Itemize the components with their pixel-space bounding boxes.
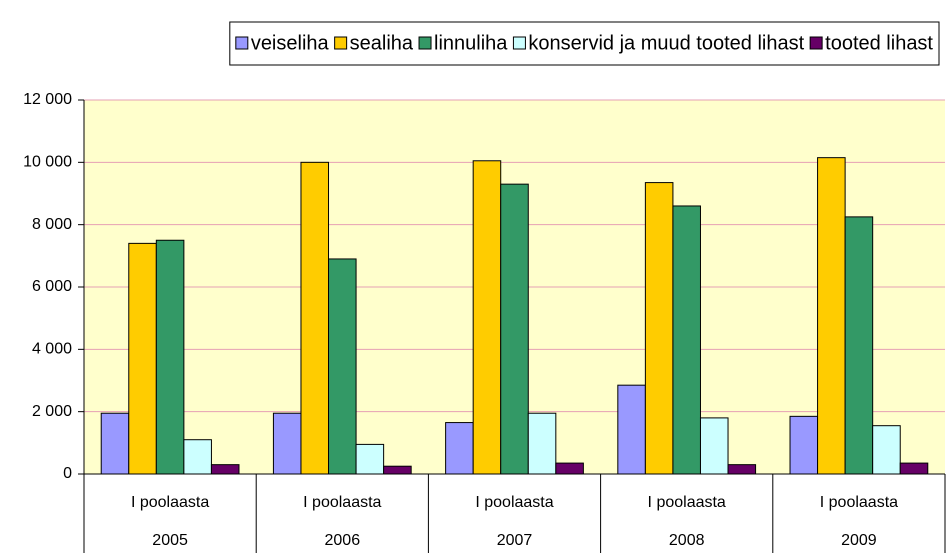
x-tick-label: I poolaasta [303, 494, 381, 511]
bar [210, 464, 240, 475]
bar [272, 412, 302, 475]
x-tick-label: I poolaasta [131, 494, 209, 511]
legend-swatch [334, 36, 348, 50]
bar [355, 443, 385, 475]
bar [899, 462, 929, 475]
legend-label: sealiha [350, 32, 414, 54]
legend-swatch [512, 36, 526, 50]
bar [699, 417, 729, 475]
legend-label: konservid ja muud tooted lihast [528, 32, 804, 54]
x-tick-label: 2006 [325, 532, 361, 549]
bar [328, 258, 357, 475]
bar [300, 161, 330, 475]
x-tick-label: I poolaasta [820, 494, 898, 511]
bar [128, 242, 157, 475]
bar [617, 384, 646, 475]
legend-label: tooted lihast [825, 32, 933, 54]
y-tick-label: 4 000 [32, 341, 72, 358]
bar [789, 415, 819, 475]
legend-swatch [418, 36, 432, 50]
y-tick-label: 12 000 [23, 91, 72, 108]
bar [445, 422, 474, 475]
bar [472, 160, 502, 475]
x-tick-label: 2008 [669, 532, 705, 549]
x-tick-label: I poolaasta [648, 494, 726, 511]
legend-swatch [809, 36, 823, 50]
bar [100, 412, 130, 475]
x-tick-label: 2007 [497, 532, 533, 549]
x-tick-label: I poolaasta [475, 494, 553, 511]
y-tick-label: 0 [63, 465, 72, 482]
bar [727, 464, 757, 475]
y-tick-label: 10 000 [23, 154, 72, 171]
y-tick-label: 8 000 [32, 216, 72, 233]
bar [844, 216, 874, 475]
bar [383, 465, 412, 475]
bar [183, 439, 212, 475]
x-tick-label: 2005 [152, 532, 188, 549]
legend-label: veiseliha [251, 32, 330, 54]
bar [527, 412, 557, 475]
bar [500, 183, 529, 475]
legend-swatch [235, 36, 249, 50]
bar [555, 462, 584, 475]
x-tick-label: 2009 [841, 532, 877, 549]
bar [817, 157, 846, 475]
bar [872, 425, 901, 475]
y-tick-label: 6 000 [32, 278, 72, 295]
bar [155, 239, 185, 475]
legend-label: linnuliha [434, 32, 508, 54]
bar [644, 182, 674, 475]
bar [672, 205, 701, 475]
y-tick-label: 2 000 [32, 403, 72, 420]
